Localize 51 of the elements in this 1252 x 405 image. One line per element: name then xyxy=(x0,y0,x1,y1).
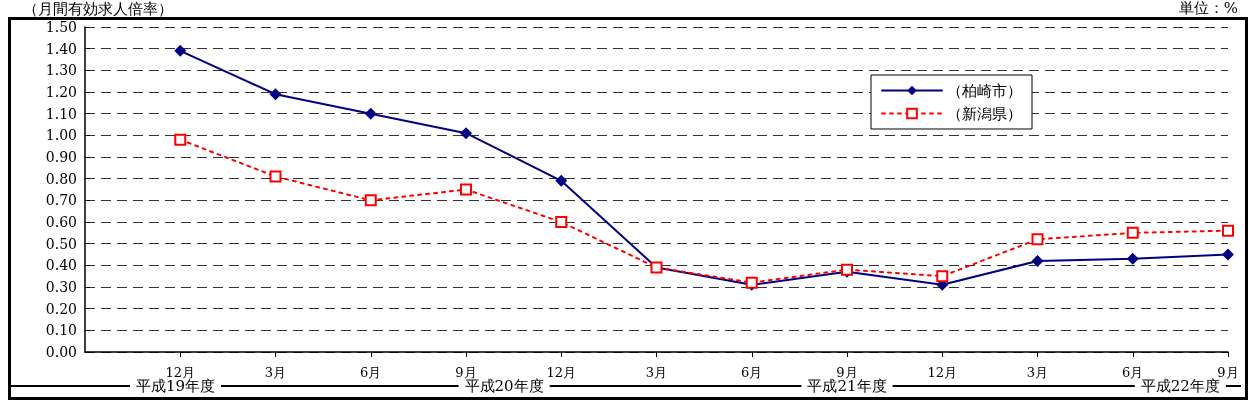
point xyxy=(936,270,949,283)
point xyxy=(364,107,377,120)
point xyxy=(1126,226,1139,239)
y-tick-label: 1.40 xyxy=(45,40,77,57)
point xyxy=(1031,255,1044,267)
point xyxy=(555,216,568,228)
y-tick-label: 0.80 xyxy=(45,170,77,187)
x-tick-label: 3月 xyxy=(264,365,287,380)
point xyxy=(1031,233,1044,246)
point xyxy=(1222,224,1234,237)
point xyxy=(174,44,187,57)
y-tick-label: 0.40 xyxy=(45,257,77,274)
x-tick-label: 6月 xyxy=(1122,365,1144,380)
x-tick-label: 6月 xyxy=(741,365,763,380)
text: 単位：% xyxy=(1178,0,1239,17)
x-tick-label: 3月 xyxy=(645,365,668,380)
y-tick-label: 0.60 xyxy=(45,214,77,230)
point xyxy=(460,127,472,140)
chart-title: （月間有効求人倍率） xyxy=(23,0,173,18)
legend-label: （柏崎市） xyxy=(947,81,1022,100)
y-tick-label: 0.70 xyxy=(45,192,77,209)
y-tick-label: 1.50 xyxy=(45,19,77,35)
text: 平成22年度 xyxy=(1140,377,1220,395)
y-tick-label: 1.30 xyxy=(45,62,77,79)
x-tick-label: 12月 xyxy=(546,365,577,380)
point xyxy=(269,170,282,183)
text: 平成20年度 xyxy=(464,377,544,395)
point xyxy=(174,133,187,146)
x-tick-label: 12月 xyxy=(927,365,958,380)
point xyxy=(460,183,472,196)
point xyxy=(555,174,568,187)
point xyxy=(1222,248,1234,261)
y-tick-label: 0.00 xyxy=(45,344,77,360)
point xyxy=(1126,252,1139,265)
y-tick-label: 0.90 xyxy=(45,149,77,165)
x-tick-label: 3月 xyxy=(1026,365,1049,380)
y-tick-label: 1.10 xyxy=(45,105,77,122)
y-tick-label: 0.10 xyxy=(45,322,77,339)
x-tick-label: 12月 xyxy=(165,365,196,380)
y-tick-label: 1.20 xyxy=(45,84,77,100)
x-tick-label: 9月 xyxy=(836,365,858,380)
point xyxy=(269,88,282,101)
y-tick-label: 1.00 xyxy=(45,127,77,144)
x-tick-label: 6月 xyxy=(360,365,382,380)
legend-label: （新潟県） xyxy=(947,104,1022,123)
y-tick-label: 0.50 xyxy=(45,235,77,252)
x-tick-label: 9月 xyxy=(1217,365,1239,380)
y-tick-label: 0.20 xyxy=(45,300,77,317)
y-tick-label: 0.30 xyxy=(45,279,77,295)
x-tick-label: 9月 xyxy=(455,365,477,380)
point xyxy=(364,194,377,207)
